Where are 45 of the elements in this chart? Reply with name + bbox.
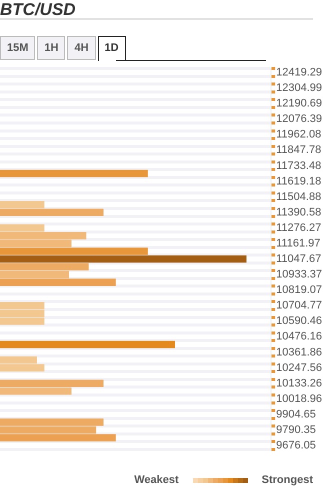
y-tick-label: 9904.65 <box>276 408 316 420</box>
text: 15M <box>0 36 36 60</box>
y-tick-label: 11962.08 <box>276 128 322 141</box>
y-tick-label: 12076.39 <box>276 113 322 126</box>
y-tick-label: 12304.99 <box>276 82 322 94</box>
y-tick-label: 10476.16 <box>276 330 322 343</box>
bar <box>0 278 116 286</box>
chart-title: BTC/USD <box>0 0 76 20</box>
bar <box>0 248 148 255</box>
y-tick-label: 11276.27 <box>276 222 322 234</box>
text: Strongest <box>262 474 313 486</box>
y-tick-label: 10361.86 <box>276 346 322 358</box>
text: 1H <box>37 36 66 60</box>
bar <box>0 380 104 387</box>
y-tick-label: 10018.96 <box>276 392 322 405</box>
y-tick-label: 11390.58 <box>276 206 322 218</box>
y-tick-label: 10247.56 <box>276 362 322 374</box>
bar <box>0 434 116 442</box>
y-tick-label: 10704.77 <box>276 300 322 312</box>
y-tick-label: 10133.26 <box>276 377 322 390</box>
text: 4H <box>67 36 96 60</box>
bar <box>0 263 89 270</box>
bar <box>0 387 72 395</box>
bar <box>0 224 44 232</box>
bar <box>0 255 246 263</box>
y-tick-label: 11619.18 <box>276 175 322 188</box>
y-tick-label: 11847.78 <box>276 144 322 156</box>
y-tick-label: 11504.88 <box>276 190 322 203</box>
y-tick-label: 10933.37 <box>276 268 322 281</box>
y-tick-label: 12190.69 <box>276 98 322 110</box>
y-tick-label: 10590.46 <box>276 315 322 328</box>
bar <box>0 208 104 216</box>
bar <box>0 200 44 208</box>
y-tick-label: 11047.67 <box>276 253 322 266</box>
y-tick-label: 9790.35 <box>276 424 316 436</box>
y-tick-label: 12419.29 <box>276 66 322 79</box>
y-tick-label: 10819.07 <box>276 284 322 296</box>
bar <box>0 340 175 348</box>
y-tick-label: 9676.05 <box>276 440 316 452</box>
bar <box>0 170 148 178</box>
y-tick-label: 11733.48 <box>276 160 322 172</box>
y-tick-label: 11161.97 <box>276 237 320 250</box>
text: 1D <box>98 36 126 61</box>
text: Weakest <box>134 474 179 486</box>
bar <box>0 270 70 278</box>
